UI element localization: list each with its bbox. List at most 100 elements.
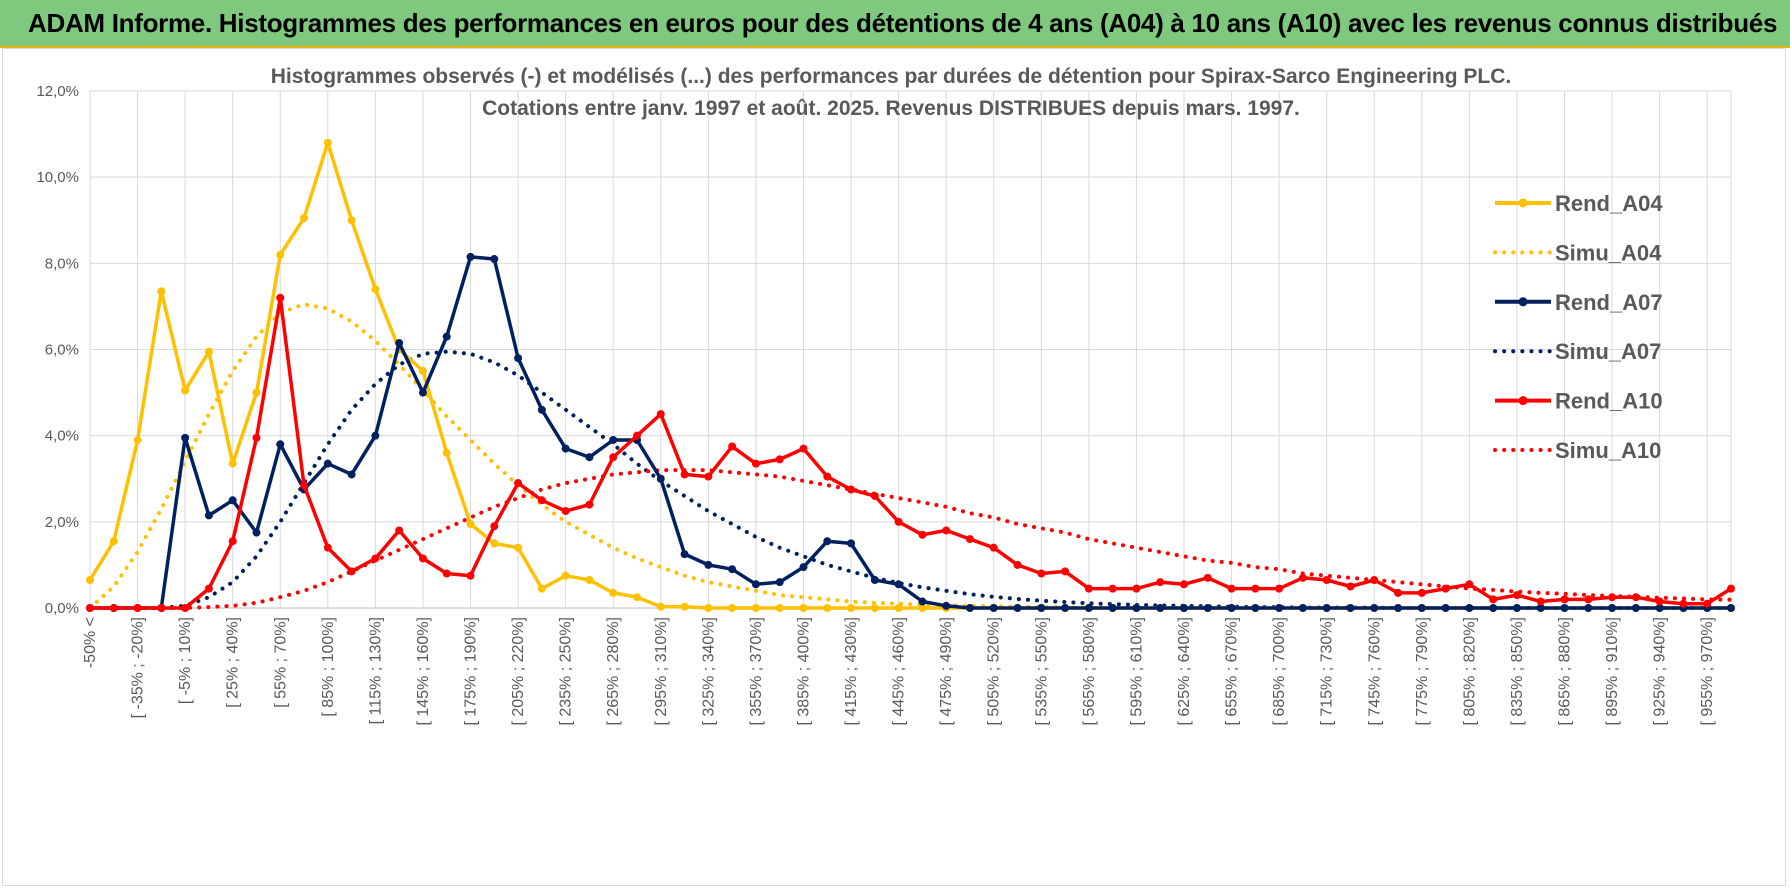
data-point-rend-a04 [228,459,237,468]
chart-title-line2: Cotations entre janv. 1997 et août. 2025… [482,97,1300,120]
x-tick-label: [ 325% ; 340%] [700,617,717,726]
x-tick-label: [ 445% ; 460%] [891,617,908,726]
legend-marker-rend-a07 [1518,297,1528,307]
data-point-rend-a10 [728,442,737,451]
data-point-rend-a07 [1608,604,1617,612]
data-point-rend-a07 [870,575,879,584]
series-lines [86,138,1735,612]
x-tick-label: [ 415% ; 430%] [843,617,860,726]
data-point-rend-a04 [86,575,94,584]
data-point-rend-a07 [490,255,499,264]
data-point-rend-a10 [323,543,332,552]
data-point-rend-a04 [514,543,523,552]
data-point-rend-a10 [656,410,665,419]
data-point-rend-a10 [1370,575,1379,584]
data-point-rend-a04 [181,386,190,395]
x-tick-label: [ 715% ; 730%] [1319,617,1336,726]
data-point-rend-a10 [680,470,689,479]
data-point-rend-a10 [1441,584,1450,593]
data-point-rend-a10 [276,293,285,302]
x-tick-label: [ 745% ; 760%] [1366,617,1383,726]
y-tick-label: 6,0% [45,342,79,359]
data-point-rend-a10 [1180,580,1188,589]
data-point-rend-a07 [942,601,951,610]
data-point-rend-a04 [323,138,332,147]
data-point-rend-a10 [847,485,856,494]
data-point-rend-a04 [799,604,808,612]
data-point-rend-a10 [1013,560,1022,569]
legend-label-simu-a04: Simu_A04 [1555,240,1662,265]
data-point-rend-a07 [1227,604,1236,612]
data-point-rend-a07 [585,453,594,462]
data-point-rend-a07 [1394,604,1403,612]
x-tick-label: [ 295% ; 310%] [653,617,670,726]
data-point-rend-a10 [751,459,760,468]
data-point-rend-a04 [133,435,142,444]
data-point-rend-a07 [656,474,665,483]
data-point-rend-a10 [228,537,237,546]
x-tick-label: [ 55% ; 70%] [272,617,289,708]
x-tick-label: [ 355% ; 370%] [748,617,765,726]
legend-marker-rend-a04 [1518,198,1528,208]
data-point-rend-a04 [918,604,927,612]
data-point-rend-a04 [276,250,285,259]
x-tick-label: [ 85% ; 100%] [320,617,337,717]
x-tick-label: [ 475% ; 490%] [938,617,955,726]
data-point-rend-a07 [181,433,190,442]
data-point-rend-a10 [537,496,546,505]
x-tick-label: [ 115% ; 130%] [367,617,384,724]
data-point-rend-a10 [1727,584,1735,593]
x-tick-label: [ 235% ; 250%] [558,617,575,726]
data-point-rend-a10 [1132,584,1141,593]
data-point-rend-a07 [1061,604,1070,612]
data-point-rend-a10 [1417,588,1426,597]
data-point-rend-a04 [894,604,903,612]
data-point-rend-a07 [847,539,856,548]
data-point-rend-a10 [609,453,618,462]
data-point-rend-a10 [1489,595,1498,604]
legend-marker-rend-a10 [1518,396,1528,406]
legend-label-rend-a07: Rend_A07 [1555,290,1663,315]
data-point-rend-a07 [466,252,475,261]
data-point-rend-a07 [561,444,570,453]
data-point-rend-a10 [252,433,261,442]
data-point-rend-a10 [775,455,784,464]
data-point-rend-a04 [466,519,475,528]
data-point-rend-a10 [181,604,190,612]
data-point-rend-a10 [442,569,451,578]
x-tick-label: [ 385% ; 400%] [795,617,812,726]
data-point-rend-a07 [1417,604,1426,612]
data-point-rend-a10 [1227,584,1236,593]
data-point-rend-a07 [371,431,380,440]
data-point-rend-a10 [1298,573,1307,582]
data-point-rend-a10 [633,431,641,440]
data-point-rend-a07 [1560,604,1569,612]
data-point-rend-a10 [704,472,713,481]
report-banner: ADAM Informe. Histogrammes des performan… [0,0,1790,48]
y-axis-ticks: 0,0% 2,0% 4,0% 6,0% 8,0% 10,0% 12,0% [36,83,79,617]
x-tick-label: [ -5% ; 10%] [177,617,194,704]
data-point-rend-a04 [775,604,784,612]
data-point-rend-a07 [1370,604,1379,612]
data-point-rend-a10 [823,472,832,481]
data-point-rend-a10 [799,444,808,453]
data-point-rend-a10 [1156,578,1165,587]
data-point-rend-a10 [133,604,142,612]
data-point-rend-a10 [989,543,998,552]
y-tick-label: 0,0% [45,600,79,617]
data-point-rend-a10 [561,507,570,516]
series-line-simu-a07 [88,349,1733,610]
data-point-rend-a07 [228,496,237,505]
x-tick-label: [ 265% ; 280%] [605,617,622,726]
y-tick-label: 8,0% [45,255,79,272]
data-point-rend-a04 [680,602,689,611]
x-tick-label: [ 775% ; 790%] [1414,617,1431,726]
data-point-rend-a04 [300,214,309,223]
data-point-rend-a10 [1346,582,1355,591]
data-point-rend-a07 [704,560,713,569]
data-point-rend-a07 [1584,604,1593,612]
data-point-rend-a10 [371,554,380,563]
x-tick-label: [ 175% ; 190%] [463,617,480,726]
x-tick-label: [ 925% ; 940%] [1652,617,1669,726]
x-tick-label: [ 655% ; 670%] [1224,617,1241,726]
